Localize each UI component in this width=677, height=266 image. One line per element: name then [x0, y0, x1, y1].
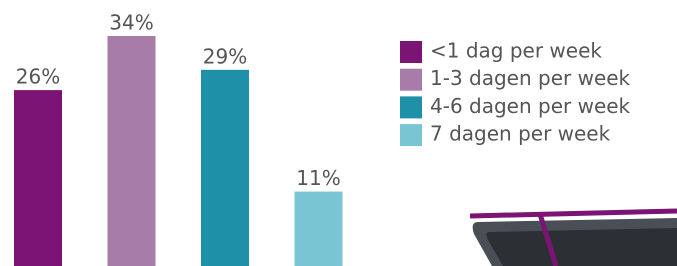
value-label: 34%	[109, 11, 153, 35]
legend-swatch	[400, 124, 422, 146]
bar	[108, 36, 156, 266]
bar	[295, 192, 343, 266]
value-label: 26%	[16, 65, 60, 89]
legend-label: 7 dagen per week	[430, 122, 611, 146]
legend-label: 4-6 dagen per week	[430, 94, 631, 118]
legend-swatch	[400, 69, 422, 91]
chart: 26% 34% 29% 11% <1 dag per week 1-3 dagen per…	[0, 0, 677, 266]
bar	[201, 70, 249, 266]
value-label: 29%	[203, 44, 247, 68]
value-label: 11%	[296, 166, 340, 190]
legend-label: 1-3 dagen per week	[430, 66, 631, 90]
bar	[14, 90, 62, 266]
decoration	[470, 211, 677, 266]
legend-label: <1 dag per week	[430, 39, 602, 63]
legend-swatch	[400, 96, 422, 118]
legend-swatch	[400, 41, 422, 63]
